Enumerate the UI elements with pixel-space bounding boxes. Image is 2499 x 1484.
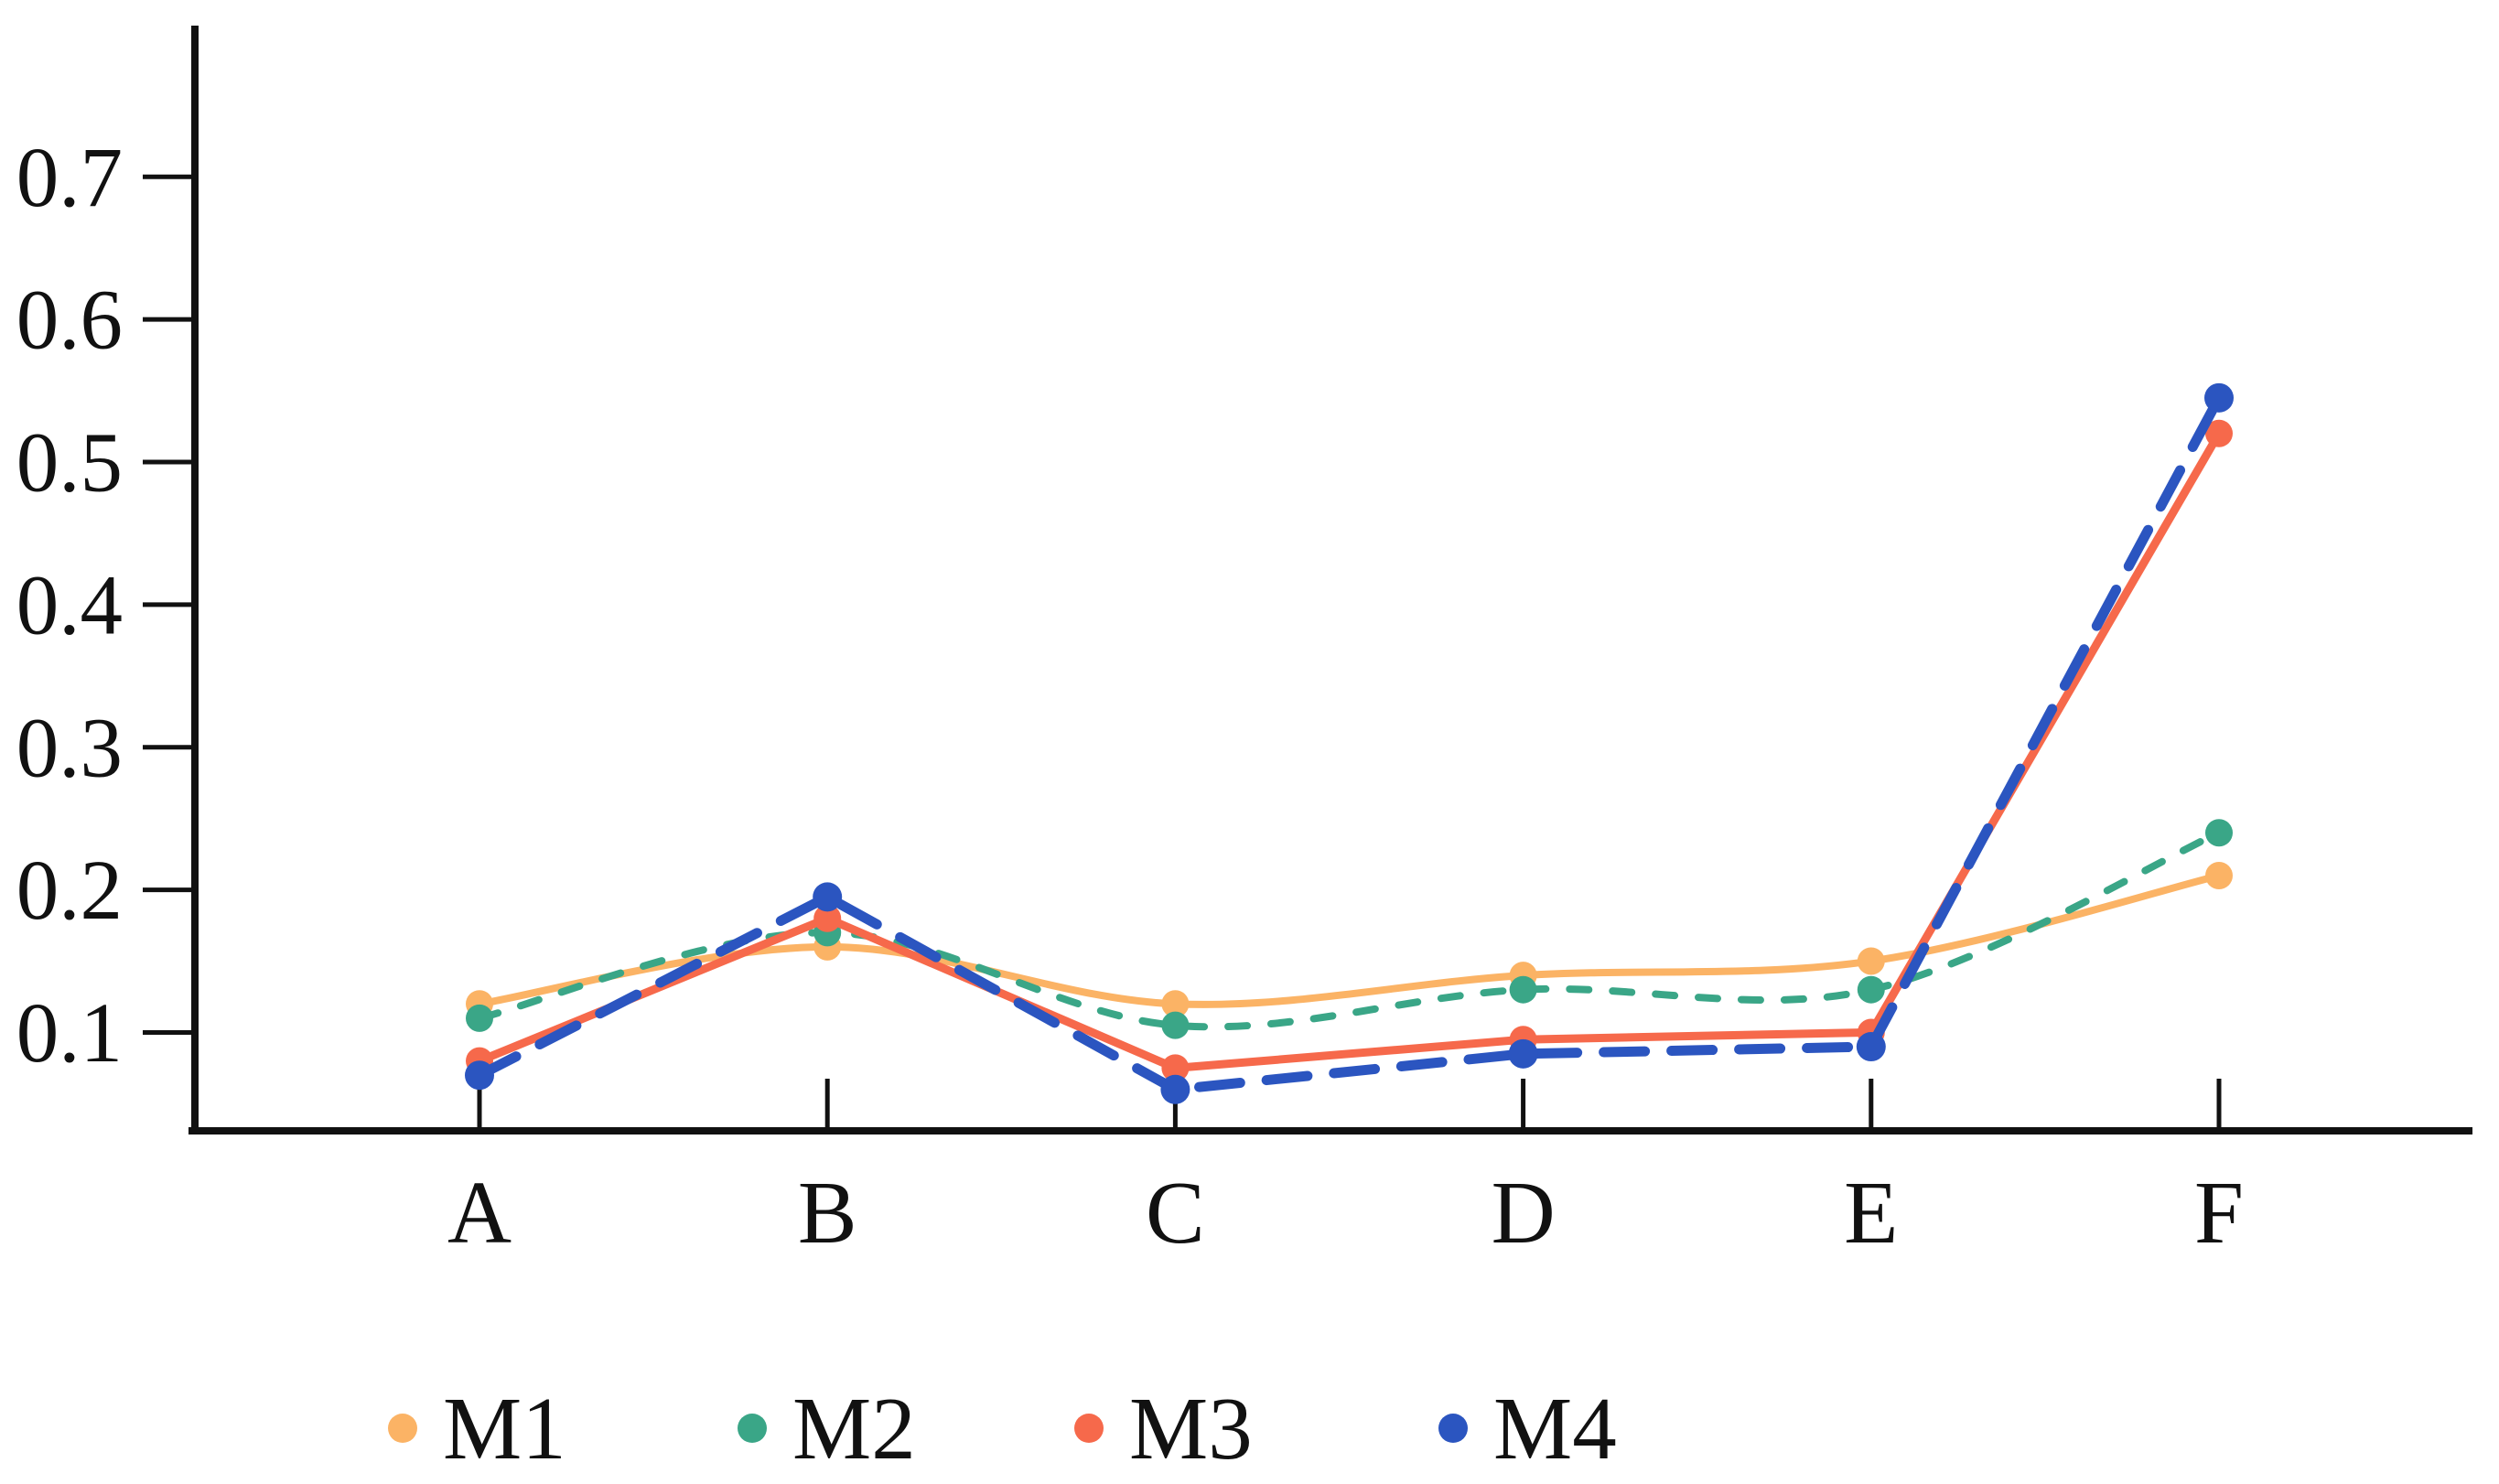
- marker-M1-E: [1857, 947, 1885, 975]
- marker-M1-C: [1161, 990, 1190, 1018]
- legend-dot-M1: [388, 1414, 417, 1443]
- marker-M2-F: [2205, 819, 2233, 847]
- series-line-M4: [474, 393, 2224, 1095]
- y-tick-label: 0.5: [16, 416, 123, 511]
- marker-M4-F: [2204, 382, 2234, 413]
- y-tick-label: 0.6: [16, 274, 123, 368]
- y-tick-label: 0.7: [16, 131, 123, 225]
- legend-label-M3: M3: [1129, 1380, 1253, 1478]
- series-line-M3: [475, 429, 2224, 1072]
- legend-dot-M2: [738, 1414, 767, 1443]
- marker-M4-A: [465, 1060, 494, 1091]
- legend-label-M1: M1: [443, 1380, 566, 1478]
- x-category-label: E: [1844, 1164, 1898, 1262]
- y-tick-label: 0.2: [16, 844, 123, 938]
- marker-M4-E: [1856, 1032, 1886, 1062]
- marker-M2-E: [1857, 975, 1885, 1004]
- legend-dot-M3: [1074, 1414, 1104, 1443]
- x-category-label: A: [447, 1164, 512, 1262]
- marker-M4-B: [813, 882, 843, 912]
- marker-M4-C: [1160, 1074, 1190, 1104]
- x-category-label: B: [798, 1164, 857, 1262]
- marker-M3-B: [813, 904, 842, 932]
- legend-label-M2: M2: [792, 1380, 916, 1478]
- marker-M4-D: [1508, 1038, 1538, 1069]
- x-category-label: D: [1492, 1164, 1556, 1262]
- y-tick-label: 0.1: [16, 986, 123, 1081]
- legend-dot-M4: [1438, 1414, 1468, 1443]
- y-tick-label: 0.4: [16, 558, 123, 652]
- marker-M1-F: [2205, 861, 2233, 889]
- marker-M2-D: [1509, 975, 1537, 1004]
- legend-label-M4: M4: [1493, 1380, 1617, 1478]
- x-category-label: C: [1146, 1164, 1205, 1262]
- marker-M2-A: [466, 1004, 493, 1032]
- x-category-label: F: [2194, 1164, 2244, 1262]
- marker-M3-C: [1161, 1054, 1190, 1082]
- marker-M3-F: [2205, 419, 2233, 447]
- marker-M2-C: [1161, 1011, 1190, 1039]
- y-tick-label: 0.3: [16, 701, 123, 795]
